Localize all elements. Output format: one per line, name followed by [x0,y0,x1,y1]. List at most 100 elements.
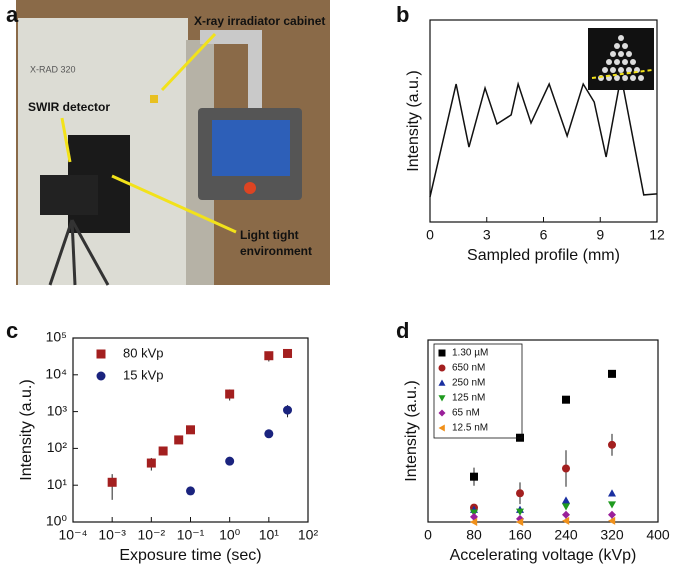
warning-sign [150,95,158,103]
legend-label: 65 nM [452,408,480,419]
marker [283,348,293,358]
marker [608,440,616,449]
x-tick-label: 80 [466,527,482,543]
marker [470,472,478,481]
x-tick-label: 0 [424,527,432,543]
duct [248,30,262,110]
arrow [111,174,237,234]
annotation: X-ray irradiator cabinet [194,14,325,28]
x-tick-label: 6 [540,227,548,243]
marker [225,389,235,399]
x-tick-label: 3 [483,227,491,243]
x-tick-label: 0 [426,227,434,243]
x-tick-label: 12 [649,227,665,243]
stop-button [244,182,256,194]
legend-label: 12.5 nM [452,423,488,434]
inset-dot [602,67,608,73]
legend-label: 125 nM [452,393,485,404]
inset-dot [626,51,632,57]
y-axis-label: Intensity (a.u.) [403,380,420,481]
marker [516,518,524,526]
tripod [48,219,74,286]
legend-marker [438,424,445,432]
x-tick-label: 10⁰ [219,527,241,543]
x-axis-label: Sampled profile (mm) [467,247,620,264]
panel-label: d [396,318,409,343]
x-tick-label: 160 [508,527,532,543]
marker [107,477,117,487]
marker [562,516,570,525]
y-tick-label: 10⁵ [46,329,67,345]
y-axis-label: Intensity (a.u.) [405,70,422,171]
inset [588,28,654,90]
marker [470,518,478,526]
inset-dot [626,67,632,73]
duct [200,30,262,44]
marker [608,369,616,378]
marker [516,508,524,516]
inset-dot [610,67,616,73]
marker [186,425,195,435]
inset-dot [618,35,624,41]
marker [562,510,570,519]
x-tick-label: 9 [596,227,604,243]
tripod [70,219,77,286]
marker [283,405,293,415]
inset-dot [614,75,620,81]
annotation: environment [240,244,312,258]
annotation: Light tight [240,228,299,242]
inset-dot [610,51,616,57]
y-tick-label: 10⁴ [45,366,67,382]
inset-dot [630,75,636,81]
y-tick-label: 10¹ [47,476,68,492]
panel-label: b [396,2,409,27]
x-tick-label: 10⁻¹ [177,527,205,543]
legend-marker [438,409,446,417]
marker [174,435,184,445]
x-tick-label: 10² [298,527,319,543]
panel-label: a [6,2,19,27]
tripod [70,219,110,286]
marker [146,458,156,468]
legend-marker [96,349,106,359]
arrows [60,32,237,234]
legend-marker [96,371,106,381]
marker [158,446,168,456]
marker [264,351,274,361]
inset-profile-line [591,69,653,79]
inset-dot [606,59,612,65]
x-axis-label: Exposure time (sec) [119,547,261,564]
marker [608,510,616,519]
photo: X-ray irradiator cabinet X-RAD 320 SWIR … [16,0,330,286]
legend-frame [433,343,523,439]
monitor-screen [212,120,290,176]
inset-dot [622,59,628,65]
inset-dot [618,51,624,57]
x-tick-label: 320 [600,527,624,543]
y-axis-label: Intensity (a.u.) [18,379,35,480]
x-tick-label: 10⁻³ [98,527,126,543]
annotation: SWIR detector [28,100,110,114]
marker [608,489,616,497]
detector [40,175,98,215]
inset-dot [630,59,636,65]
marker [264,429,274,439]
marker [516,489,524,498]
panel-label: c [6,318,18,343]
legend-label: 1.30 µM [452,348,488,359]
x-tick-label: 240 [554,527,578,543]
legend-label: 650 nM [452,363,485,374]
x-axis-label: Accelerating voltage (kVp) [450,547,637,564]
y-tick-label: 10³ [47,402,68,418]
x-tick-label: 10¹ [259,527,280,543]
legend-marker [438,379,446,386]
arrow [60,117,72,163]
y-tick-label: 10⁰ [46,513,68,529]
inset-dot [618,67,624,73]
legend-marker [438,395,446,402]
model-label: X-RAD 320 [30,64,76,74]
legend-label: 250 nM [452,378,485,389]
marker [186,486,195,496]
legend-marker [438,364,446,372]
